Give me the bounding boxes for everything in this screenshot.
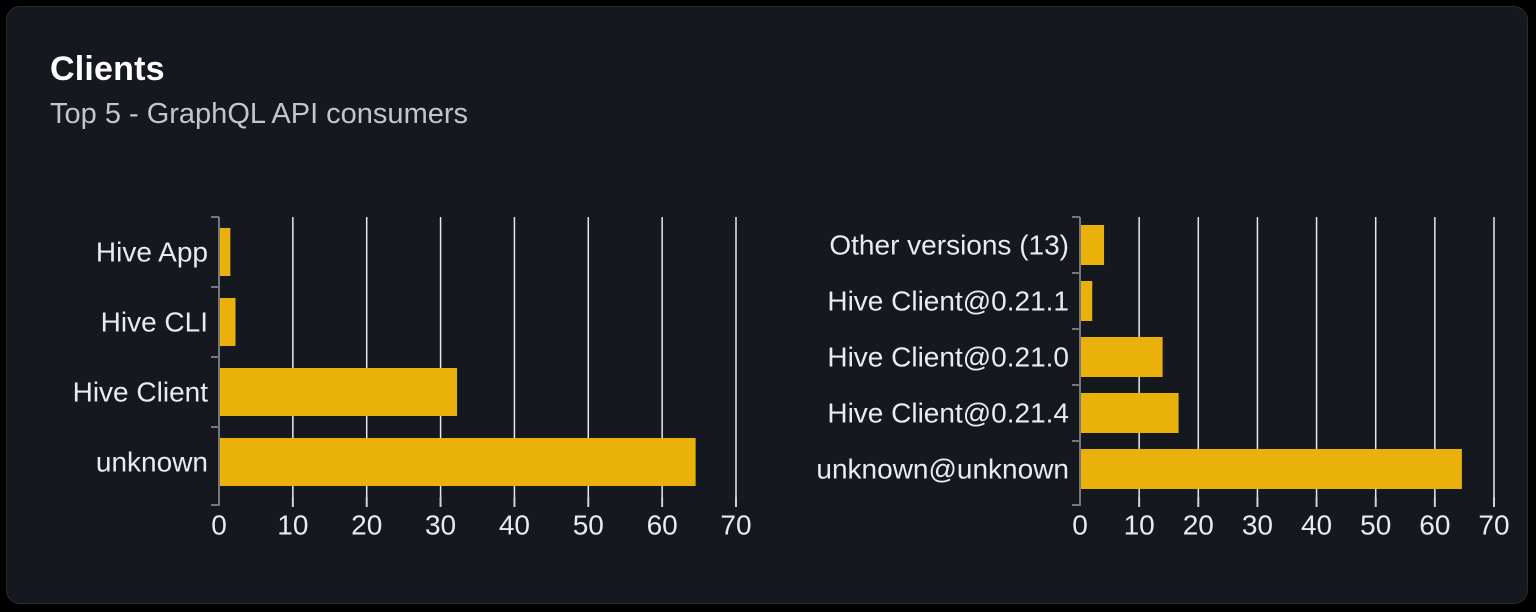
bar-hive-client-0-21-4[interactable] — [1081, 393, 1179, 433]
x-tick-label-20: 20 — [1183, 510, 1214, 541]
card-subtitle: Top 5 - GraphQL API consumers — [50, 98, 469, 130]
x-tick-label-60: 60 — [1419, 510, 1450, 541]
x-tick-label-30: 30 — [425, 510, 456, 541]
bar-hive-client-0-21-0[interactable] — [1081, 337, 1163, 377]
category-label-hive-client-0-21-0: Hive Client@0.21.0 — [827, 342, 1069, 373]
x-tick-label-10: 10 — [1124, 510, 1155, 541]
category-label-hive-client-0-21-4: Hive Client@0.21.4 — [827, 398, 1069, 429]
bar-hive-client-0-21-1[interactable] — [1081, 281, 1093, 321]
clients-by-name-chart: 0 10 20 30 40 50 60 70 Hive App Hive CLI Hive Clie… — [73, 216, 752, 541]
x-tick-label-60: 60 — [647, 510, 678, 541]
charts-canvas: 0 10 20 30 40 50 60 70 Hive App Hive CLI Hive Clie… — [73, 216, 1510, 541]
category-label-hive-app: Hive App — [96, 237, 208, 268]
y-axis-line — [211, 217, 220, 506]
category-label-unknown: unknown — [96, 447, 208, 478]
x-tick-label-30: 30 — [1242, 510, 1273, 541]
y-axis-line — [1072, 217, 1081, 506]
bar-hive-client[interactable] — [220, 368, 458, 416]
bar-unknown[interactable] — [220, 438, 696, 486]
x-tick-label-20: 20 — [351, 510, 382, 541]
x-tick-label-70: 70 — [1478, 510, 1509, 541]
category-label-hive-client: Hive Client — [73, 377, 209, 408]
category-label-hive-cli: Hive CLI — [101, 307, 208, 338]
category-label-unknown-unknown: unknown@unknown — [816, 454, 1069, 485]
bar-hive-cli[interactable] — [220, 298, 236, 346]
bar-unknown-unknown[interactable] — [1081, 449, 1462, 489]
x-tick-label-40: 40 — [499, 510, 530, 541]
bar-other-versions-13[interactable] — [1081, 225, 1105, 265]
x-tick-label-10: 10 — [277, 510, 308, 541]
category-label-hive-client-0-21-1: Hive Client@0.21.1 — [827, 286, 1069, 317]
card-title: Clients — [50, 50, 165, 88]
clients-by-version-chart: 0 10 20 30 40 50 60 70 Other versions (13) Hive C… — [816, 216, 1510, 541]
x-tick-label-0: 0 — [1072, 510, 1088, 541]
category-label-other-versions-13: Other versions (13) — [829, 230, 1069, 261]
x-tick-label-50: 50 — [573, 510, 604, 541]
x-tick-label-0: 0 — [211, 510, 227, 541]
x-tick-label-50: 50 — [1360, 510, 1391, 541]
x-tick-label-40: 40 — [1301, 510, 1332, 541]
x-tick-label-70: 70 — [720, 510, 751, 541]
bar-hive-app[interactable] — [220, 228, 231, 276]
clients-card: Clients Top 5 - GraphQL API consumers 0 1… — [6, 6, 1528, 604]
